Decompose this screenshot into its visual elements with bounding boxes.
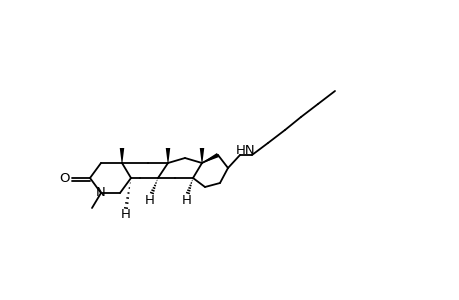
Polygon shape xyxy=(119,148,124,163)
Text: H: H xyxy=(145,194,155,206)
Polygon shape xyxy=(165,148,170,163)
Polygon shape xyxy=(202,153,218,164)
Text: N: N xyxy=(96,187,106,200)
Polygon shape xyxy=(199,148,204,163)
Text: O: O xyxy=(60,172,70,184)
Text: H: H xyxy=(121,208,131,221)
Text: H: H xyxy=(182,194,191,206)
Text: HN: HN xyxy=(235,143,255,157)
